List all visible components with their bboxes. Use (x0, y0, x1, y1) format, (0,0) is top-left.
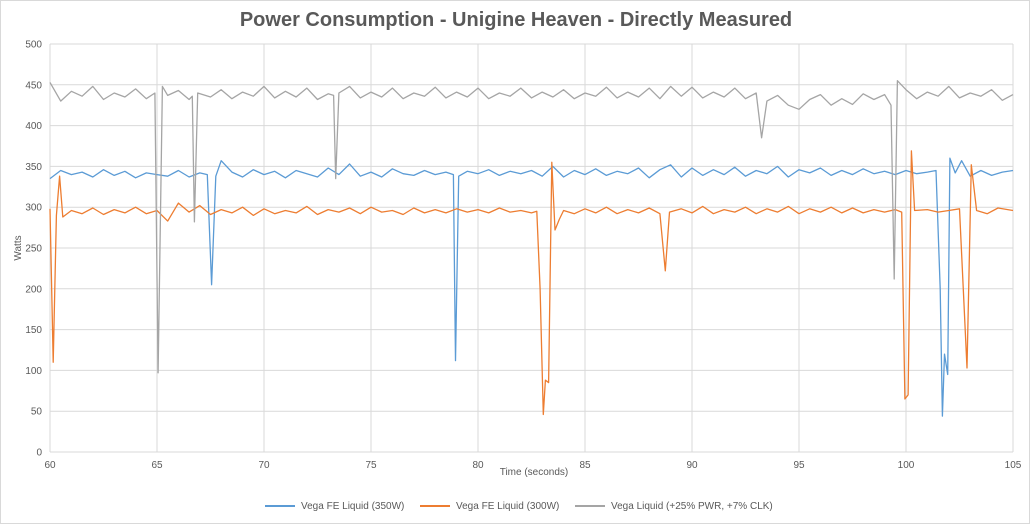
x-tick-labels: 60 65 70 75 80 85 90 95 100 105 (44, 460, 1021, 471)
x-tick-label: 65 (151, 460, 163, 471)
y-tick-label: 100 (25, 366, 42, 377)
x-tick-label: 85 (579, 460, 591, 471)
y-axis-label: Watts (13, 235, 24, 260)
legend-label: Vega FE Liquid (350W) (301, 501, 404, 512)
legend: Vega FE Liquid (350W) Vega FE Liquid (300… (265, 501, 773, 512)
y-tick-label: 250 (25, 244, 42, 255)
series-lines (49, 80, 1014, 417)
y-tick-label: 0 (36, 448, 42, 459)
x-tick-label: 90 (686, 460, 698, 471)
y-tick-label: 400 (25, 121, 42, 132)
y-tick-label: 300 (25, 203, 42, 214)
x-tick-label: 80 (472, 460, 484, 471)
y-tick-label: 200 (25, 284, 42, 295)
y-tick-label: 50 (31, 407, 43, 418)
x-tick-label: 95 (793, 460, 805, 471)
x-tick-label: 100 (898, 460, 915, 471)
x-tick-label: 105 (1005, 460, 1022, 471)
x-tick-label: 70 (258, 460, 270, 471)
legend-label: Vega Liquid (+25% PWR, +7% CLK) (611, 501, 773, 512)
series-line-2 (49, 150, 1014, 416)
y-tick-labels: 0 50 100 150 200 250 300 350 400 450 500 (25, 40, 42, 459)
series-line-3 (49, 80, 1014, 374)
y-tick-label: 500 (25, 40, 42, 51)
chart-title: Power Consumption - Unigine Heaven - Dir… (240, 9, 792, 31)
y-tick-label: 350 (25, 162, 42, 173)
x-tick-label: 75 (365, 460, 377, 471)
y-tick-label: 450 (25, 80, 42, 91)
series-line-1 (49, 157, 1014, 417)
y-tick-label: 150 (25, 325, 42, 336)
x-axis-label: Time (seconds) (500, 467, 569, 478)
legend-label: Vega FE Liquid (300W) (456, 501, 559, 512)
x-tick-label: 60 (44, 460, 56, 471)
gridlines (49, 43, 1014, 453)
